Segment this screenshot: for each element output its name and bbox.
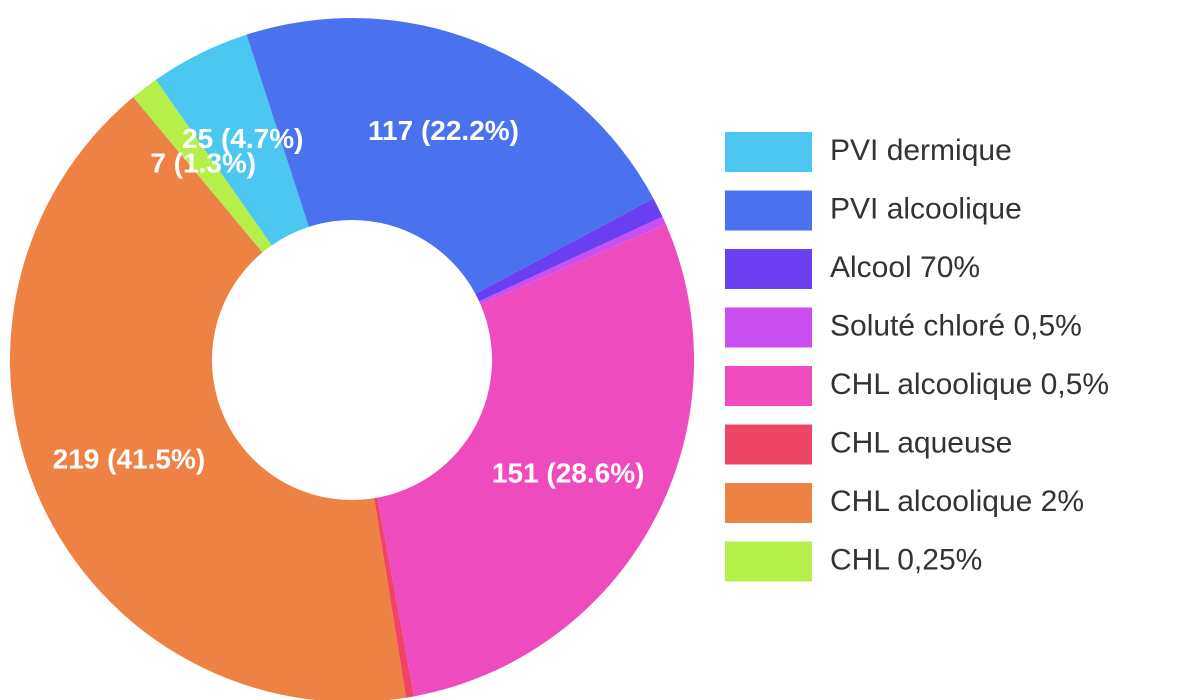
donut-slice <box>475 198 663 302</box>
data-label: 117 (22.2%) <box>368 115 519 146</box>
data-label: 25 (4.7%) <box>182 123 303 154</box>
data-label: 151 (28.6%) <box>492 458 645 489</box>
data-label: 219 (41.5%) <box>53 444 206 475</box>
legend-swatch <box>725 307 812 348</box>
legend-label: CHL alcoolique 2% <box>830 485 1084 518</box>
legend-swatch <box>725 541 812 582</box>
legend-label: CHL aqueuse <box>830 426 1012 459</box>
legend-swatch <box>725 132 812 172</box>
legend-swatch <box>725 424 812 465</box>
donut-slice <box>377 224 695 697</box>
legend-swatch <box>725 366 812 406</box>
legend-swatch <box>725 249 812 289</box>
donut-slice <box>133 79 272 253</box>
legend-label: CHL alcoolique 0,5% <box>830 368 1109 401</box>
donut-slice <box>374 497 415 698</box>
legend-swatch <box>725 483 812 523</box>
legend-label: Alcool 70% <box>830 251 980 284</box>
legend-swatch <box>725 190 812 231</box>
legend-label: PVI dermique <box>830 134 1012 167</box>
donut-slice <box>155 34 309 246</box>
legend-label: CHL 0,25% <box>830 543 982 576</box>
legend-label: PVI alcoolique <box>830 192 1022 225</box>
donut-slice <box>10 97 407 700</box>
data-label: 7 (1.3%) <box>150 148 256 179</box>
donut-slice <box>479 216 666 305</box>
donut-slice <box>246 18 654 294</box>
legend-label: Soluté chloré 0,5% <box>830 309 1082 342</box>
